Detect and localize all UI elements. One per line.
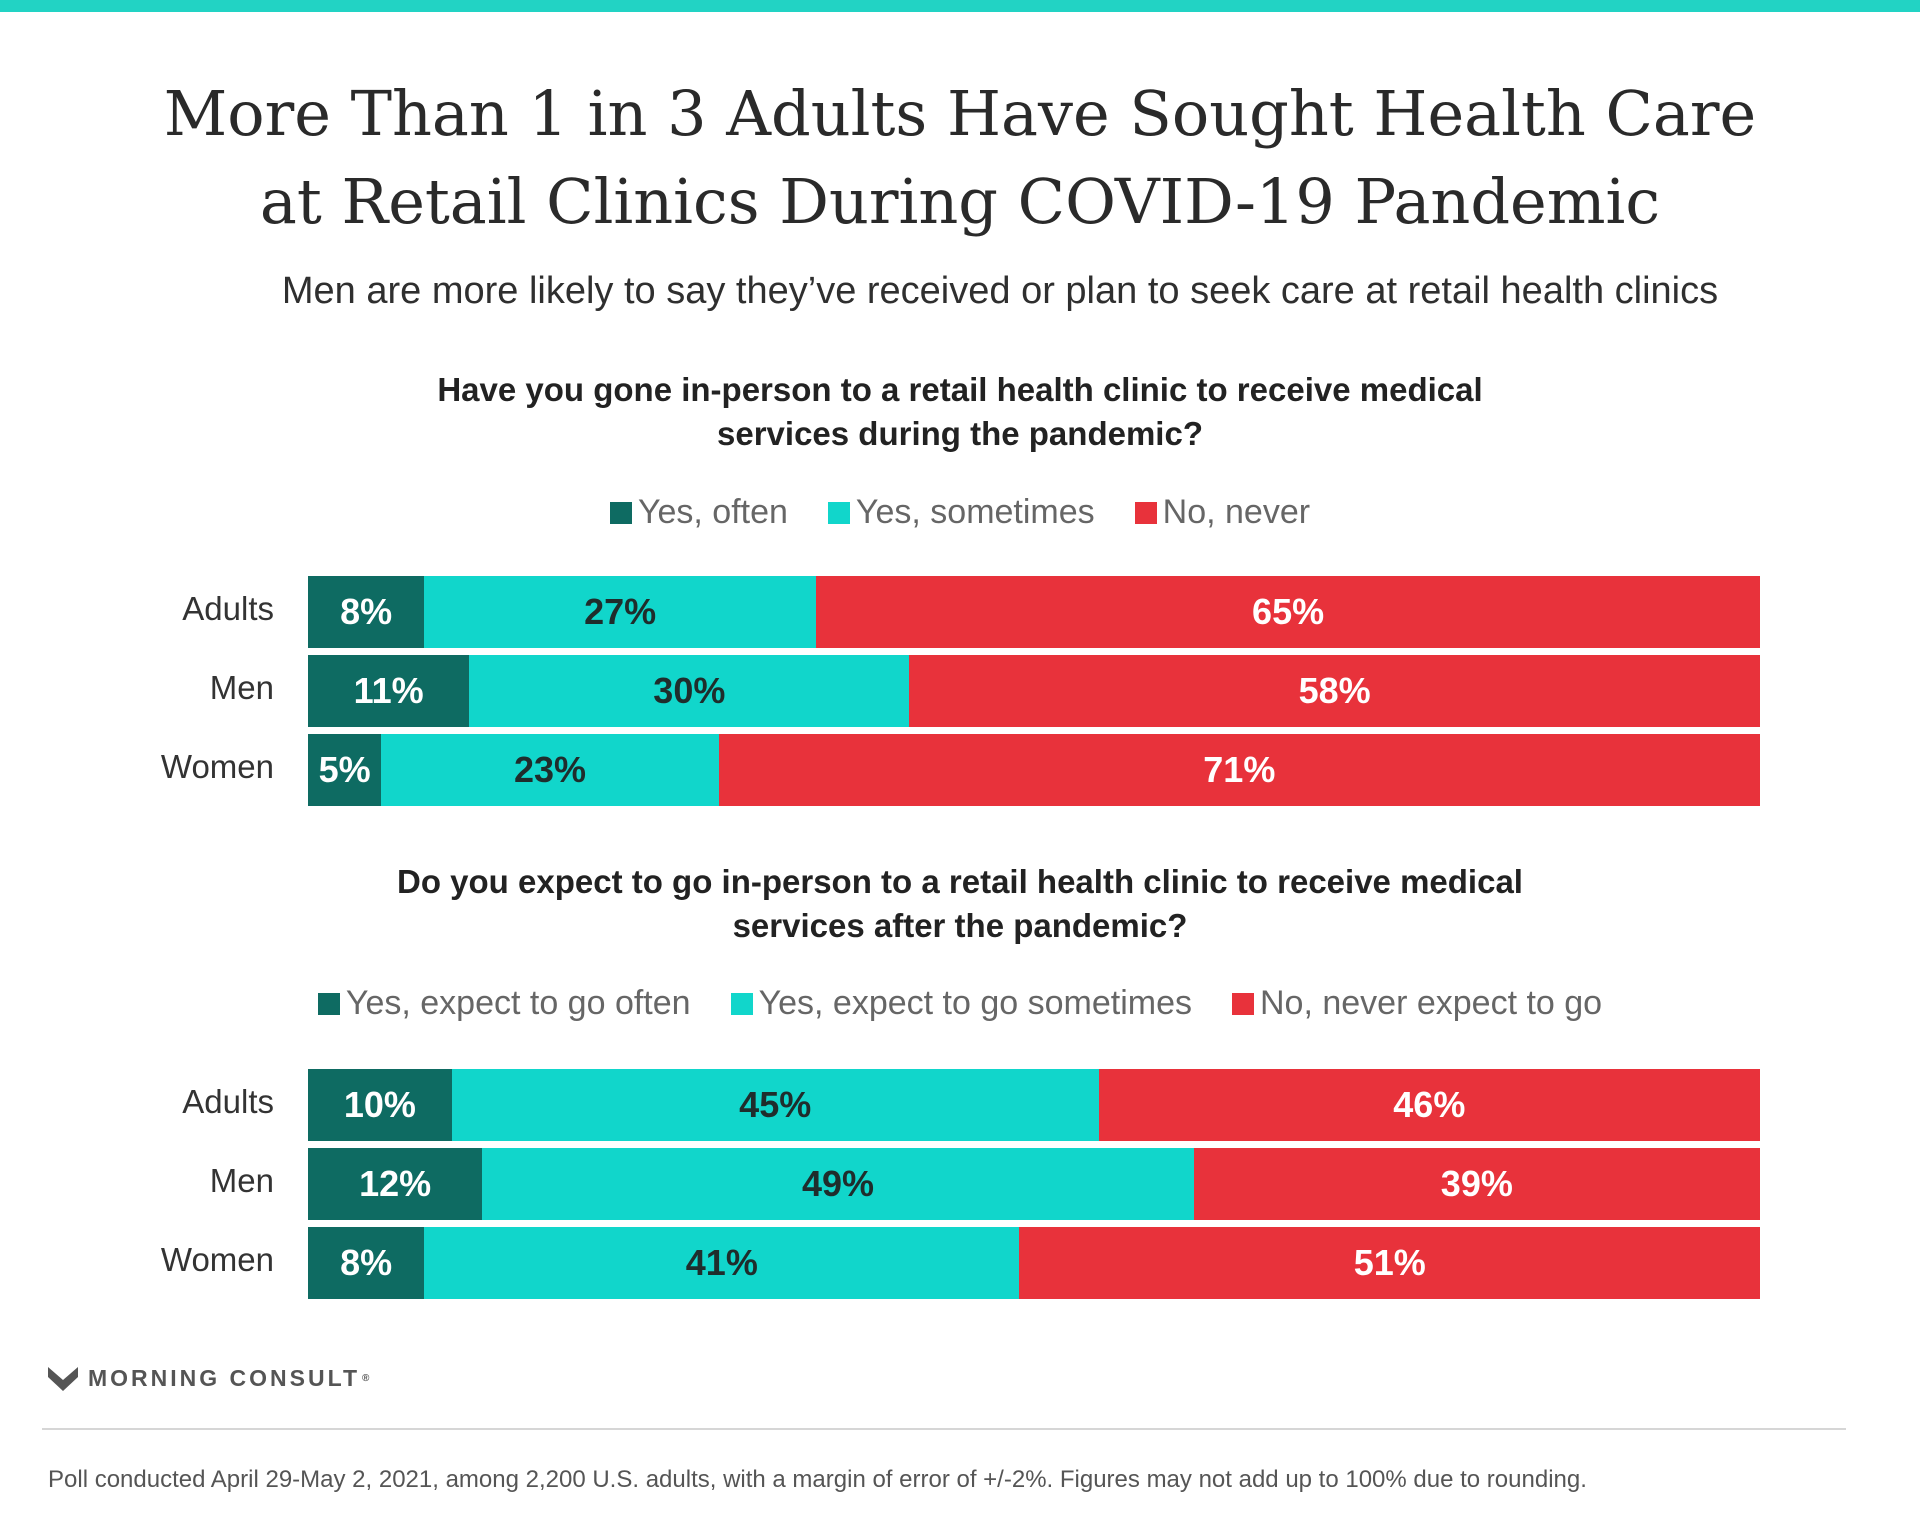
chart-2-row-adults: Adults 10% 45% 46%: [140, 1069, 1760, 1141]
legend-swatch-sometimes: [827, 501, 850, 524]
legend-item-expect-sometimes: Yes, expect to go sometimes: [730, 984, 1192, 1023]
bar-segment-often-men: 12%: [308, 1148, 483, 1220]
title-line-2: at Retail Clinics During COVID-19 Pandem…: [259, 165, 1661, 238]
chart-2-bars: Adults 10% 45% 46% Men 12% 49% 39% Women 8% 41% 51%: [140, 1069, 1760, 1306]
bar-segment-never-women: 71%: [718, 734, 1760, 806]
chart-1-question-line-2: services during the pandemic?: [717, 415, 1203, 452]
chart-2-row-men: Men 12% 49% 39%: [140, 1148, 1760, 1220]
chart-1-question: Have you gone in-person to a retail heal…: [0, 368, 1920, 456]
category-label-men: Men: [209, 669, 274, 706]
legend-item-never: No, never: [1134, 493, 1311, 532]
page-title: More Than 1 in 3 Adults Have Sought Heal…: [0, 70, 1920, 246]
legend-item-expect-never: No, never expect to go: [1232, 984, 1602, 1023]
legend-item-expect-often: Yes, expect to go often: [317, 984, 691, 1023]
chart-1-bars: Adults 8% 27% 65% Men 11% 30% 58% Women 5% 23% 71%: [140, 576, 1760, 813]
bar-segment-sometimes-women: 23%: [381, 734, 719, 806]
legend-label-expect-often: Yes, expect to go often: [345, 984, 691, 1022]
legend-label-never: No, never: [1162, 493, 1311, 531]
title-line-1: More Than 1 in 3 Adults Have Sought Heal…: [163, 77, 1757, 150]
stacked-bar-men: 11% 30% 58%: [308, 655, 1760, 727]
bar-segment-often-adults: 10%: [308, 1069, 452, 1141]
category-label-adults: Adults: [182, 590, 274, 627]
legend-label-sometimes: Yes, sometimes: [855, 493, 1095, 531]
bar-segment-often-men: 11%: [308, 655, 470, 727]
bar-segment-never-men: 39%: [1193, 1148, 1760, 1220]
bar-segment-often-women: 8%: [308, 1227, 425, 1299]
stacked-bar-men: 12% 49% 39%: [308, 1148, 1760, 1220]
bar-segment-sometimes-adults: 45%: [451, 1069, 1099, 1141]
stacked-bar-women: 5% 23% 71%: [308, 734, 1760, 806]
bar-segment-never-adults: 65%: [816, 576, 1760, 648]
stacked-bar-women: 8% 41% 51%: [308, 1227, 1760, 1299]
bar-segment-never-men: 58%: [909, 655, 1760, 727]
chart-1-question-line-1: Have you gone in-person to a retail heal…: [437, 371, 1483, 408]
chart-1-legend: Yes, often Yes, sometimes No, never: [0, 493, 1920, 532]
bar-segment-never-women: 51%: [1019, 1227, 1760, 1299]
brand-registered-mark: ®: [362, 1373, 370, 1384]
stacked-bar-adults: 8% 27% 65%: [308, 576, 1760, 648]
footer-divider: [42, 1428, 1846, 1430]
bar-segment-sometimes-women: 41%: [424, 1227, 1020, 1299]
bar-segment-sometimes-men: 49%: [482, 1148, 1194, 1220]
category-label-adults: Adults: [182, 1083, 274, 1120]
chart-2-question-line-2: services after the pandemic?: [732, 907, 1188, 944]
legend-swatch-expect-often: [317, 992, 340, 1015]
legend-swatch-expect-sometimes: [730, 992, 753, 1015]
brand-name: MORNING CONSULT: [88, 1365, 361, 1391]
legend-label-often: Yes, often: [637, 493, 788, 531]
category-label-women: Women: [160, 1241, 274, 1278]
chart-2-question-line-1: Do you expect to go in-person to a retai…: [397, 863, 1523, 900]
legend-label-expect-sometimes: Yes, expect to go sometimes: [758, 984, 1192, 1022]
subtitle: Men are more likely to say they’ve recei…: [281, 270, 1719, 312]
stacked-bar-adults: 10% 45% 46%: [308, 1069, 1760, 1141]
category-label-women: Women: [160, 748, 274, 785]
chart-2-legend: Yes, expect to go often Yes, expect to g…: [0, 984, 1920, 1023]
chart-1-row-adults: Adults 8% 27% 65%: [140, 576, 1760, 648]
legend-swatch-often: [609, 501, 632, 524]
legend-swatch-expect-never: [1232, 992, 1254, 1015]
bar-segment-often-women: 5%: [308, 734, 382, 806]
legend-label-expect-never: No, never expect to go: [1260, 984, 1603, 1022]
bar-segment-sometimes-men: 30%: [469, 655, 910, 727]
legend-swatch-never: [1134, 501, 1157, 524]
bar-segment-often-adults: 8%: [308, 576, 425, 648]
chart-1-row-men: Men 11% 30% 58%: [140, 655, 1760, 727]
legend-item-sometimes: Yes, sometimes: [827, 493, 1095, 532]
footnote: Poll conducted April 29-May 2, 2021, amo…: [48, 1466, 1587, 1493]
brand-logo: MORNING CONSULT ®: [48, 1365, 369, 1392]
chart-1-row-women: Women 5% 23% 71%: [140, 734, 1760, 806]
legend-item-often: Yes, often: [609, 493, 788, 532]
morning-consult-logo-icon: [48, 1366, 78, 1391]
bar-segment-never-adults: 46%: [1098, 1069, 1760, 1141]
chart-2-question: Do you expect to go in-person to a retai…: [0, 860, 1920, 948]
chart-2-row-women: Women 8% 41% 51%: [140, 1227, 1760, 1299]
top-accent-bar: [0, 0, 1920, 12]
category-label-men: Men: [209, 1162, 274, 1199]
bar-segment-sometimes-adults: 27%: [424, 576, 817, 648]
